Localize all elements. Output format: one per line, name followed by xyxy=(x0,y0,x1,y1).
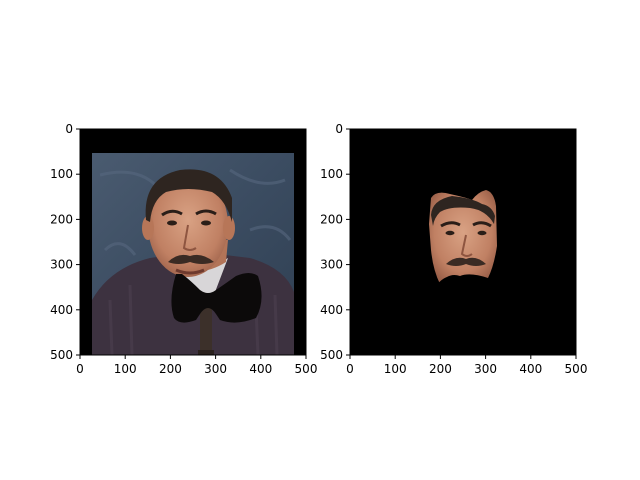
right-x-tick-label: 0 xyxy=(346,362,354,376)
right-y-tick-label: 0 xyxy=(335,122,343,136)
right-x-tick-label: 400 xyxy=(519,362,542,376)
left-y-tick-label: 100 xyxy=(50,167,73,181)
right-x-tick-label: 500 xyxy=(565,362,588,376)
right-image-panel xyxy=(350,129,576,355)
left-image-hair xyxy=(145,169,232,222)
left-x-tick-label: 500 xyxy=(295,362,318,376)
left-image-microphone xyxy=(200,300,212,355)
left-axes-frame xyxy=(79,128,307,356)
right-y-tick-label: 200 xyxy=(320,212,343,226)
left-x-tick-label: 300 xyxy=(204,362,227,376)
left-image-occluder xyxy=(171,273,262,323)
left-y-tick-label: 0 xyxy=(65,122,73,136)
left-y-tick-label: 300 xyxy=(50,258,73,272)
left-x-tick-label: 100 xyxy=(114,362,137,376)
left-image-panel xyxy=(80,129,306,355)
right-y-tick-label: 100 xyxy=(320,167,343,181)
right-x-tick-label: 300 xyxy=(474,362,497,376)
left-y-tick-label: 500 xyxy=(50,348,73,362)
right-y-tick-label: 300 xyxy=(320,258,343,272)
right-y-tick-label: 400 xyxy=(320,303,343,317)
left-x-tick-label: 0 xyxy=(76,362,84,376)
left-y-tick-label: 400 xyxy=(50,303,73,317)
right-axes-frame xyxy=(349,128,577,356)
left-x-tick-label: 200 xyxy=(159,362,182,376)
left-x-tick-label: 400 xyxy=(249,362,272,376)
right-x-tick-label: 100 xyxy=(384,362,407,376)
right-y-tick-label: 500 xyxy=(320,348,343,362)
right-x-tick-label: 200 xyxy=(429,362,452,376)
left-image-moustache xyxy=(168,254,214,264)
left-y-tick-label: 200 xyxy=(50,212,73,226)
